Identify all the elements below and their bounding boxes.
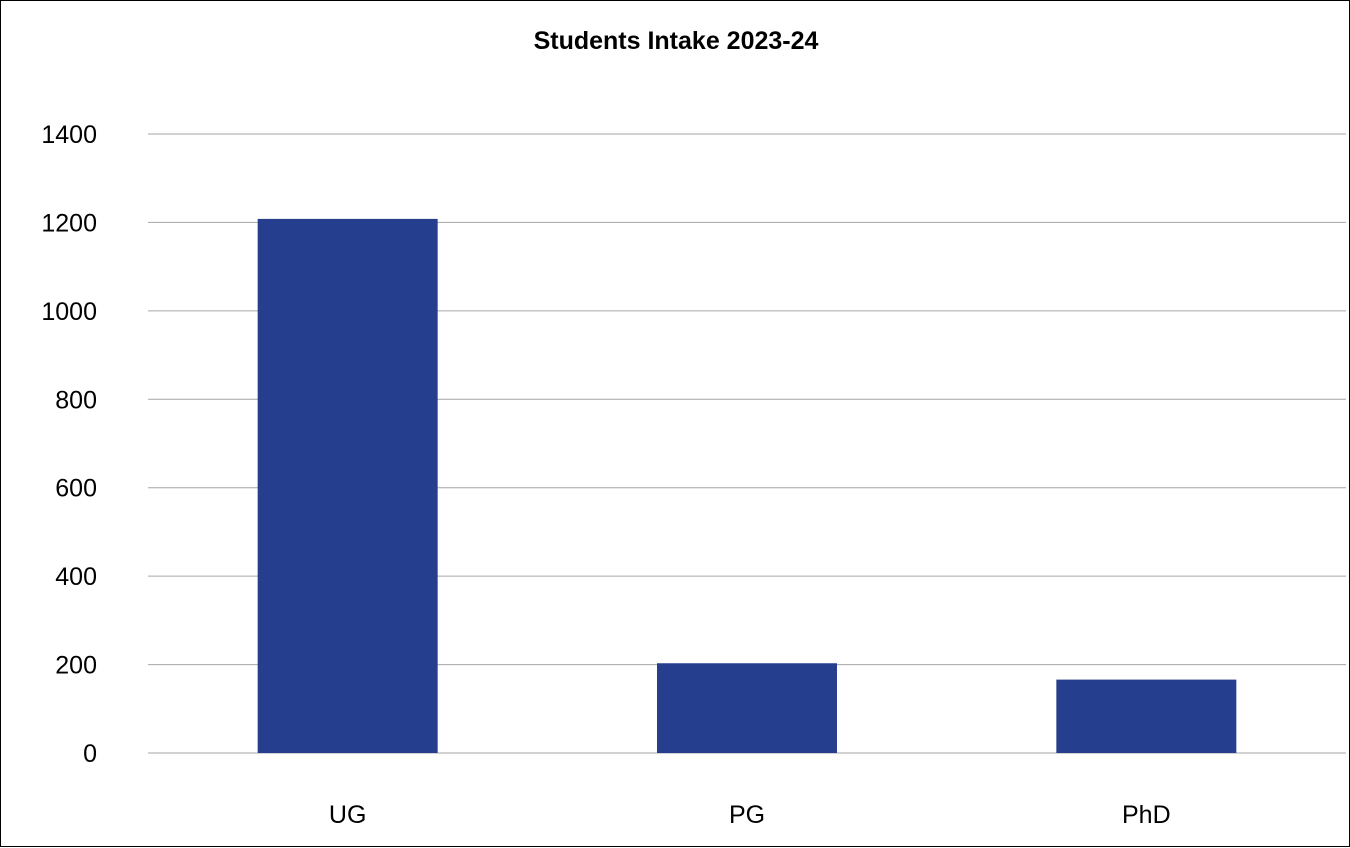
x-axis: UG PG PhD bbox=[329, 801, 1171, 829]
y-tick-label: 800 bbox=[55, 386, 97, 414]
x-tick-label: PhD bbox=[1122, 801, 1171, 829]
y-tick-label: 600 bbox=[55, 475, 97, 503]
bar-ug bbox=[257, 218, 438, 754]
bar-phd bbox=[1056, 679, 1237, 753]
y-axis: 0 200 400 600 800 1000 1200 1400 bbox=[41, 121, 97, 768]
x-tick-label: UG bbox=[329, 801, 367, 829]
chart-title: Students Intake 2023-24 bbox=[533, 27, 819, 55]
y-tick-label: 1200 bbox=[41, 209, 97, 237]
y-tick-label: 200 bbox=[55, 652, 97, 680]
bar-pg bbox=[657, 663, 837, 753]
y-tick-label: 1400 bbox=[41, 121, 97, 149]
bars bbox=[257, 218, 1237, 754]
y-tick-label: 0 bbox=[83, 740, 97, 768]
y-tick-label: 400 bbox=[55, 563, 97, 591]
x-tick-label: PG bbox=[729, 801, 765, 829]
y-tick-label: 1000 bbox=[41, 298, 97, 326]
